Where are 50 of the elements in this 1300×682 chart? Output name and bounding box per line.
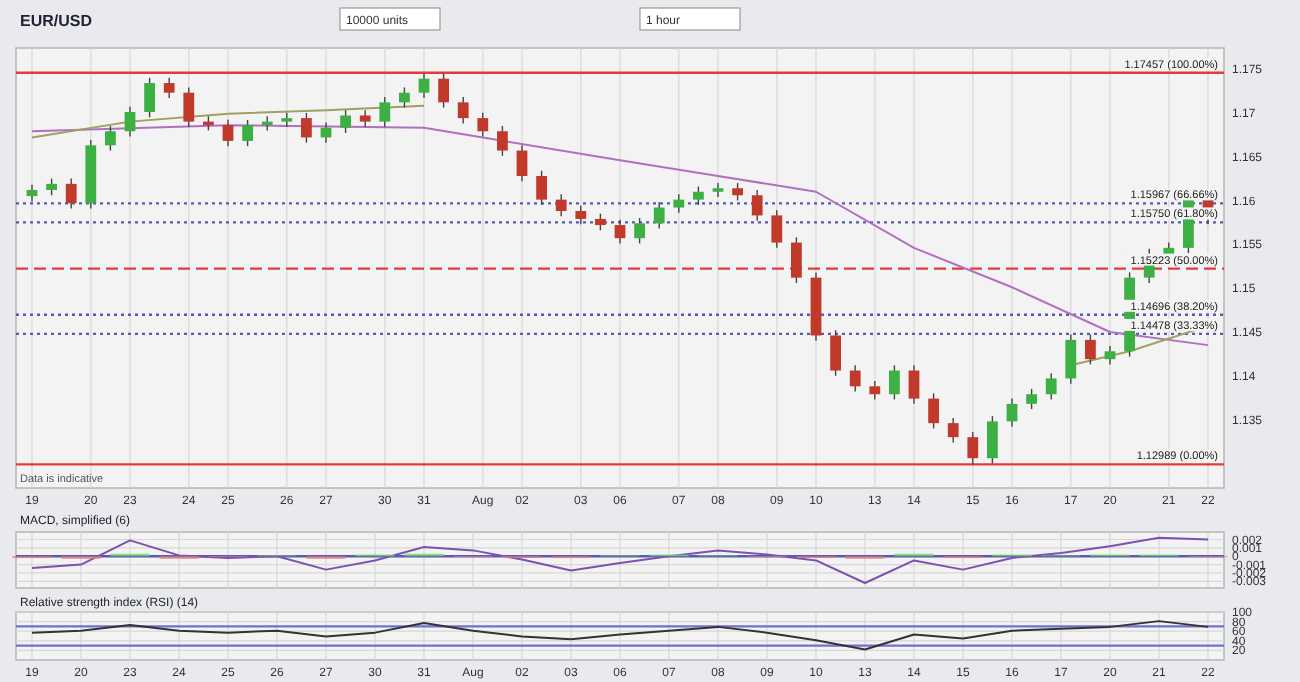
candlestick <box>693 185 704 206</box>
candlestick <box>301 112 312 144</box>
candlestick <box>947 417 959 444</box>
candlestick <box>497 125 508 157</box>
candlestick <box>1104 345 1116 366</box>
candlestick <box>869 380 881 401</box>
candlestick <box>1045 372 1057 401</box>
candlestick <box>438 72 449 109</box>
candlestick <box>889 364 900 401</box>
candlestick <box>614 219 626 245</box>
candlestick <box>712 182 724 198</box>
candlestick <box>516 144 528 182</box>
candlestick <box>987 415 998 465</box>
candlestick <box>791 236 802 284</box>
chart-title: EUR/USD <box>20 12 93 30</box>
candlestick <box>457 96 469 125</box>
candlestick <box>477 112 489 138</box>
candlestick <box>399 86 410 109</box>
candlestick <box>555 193 567 217</box>
candlestick <box>222 119 234 147</box>
candlestick <box>183 86 195 128</box>
candlestick <box>771 209 783 249</box>
line-series <box>31 104 425 139</box>
candlestick <box>144 77 155 118</box>
candlestick <box>163 77 175 99</box>
candlestick <box>673 193 685 214</box>
candlestick <box>928 392 939 430</box>
candlestick <box>967 431 979 466</box>
candlestick <box>830 329 841 377</box>
candlestick <box>653 201 665 230</box>
candlestick <box>340 109 351 134</box>
line-series <box>31 536 1209 584</box>
candlestick <box>242 119 253 147</box>
candlestick <box>1006 397 1018 428</box>
candlestick <box>751 189 763 222</box>
candlestick <box>849 364 861 393</box>
candlestick <box>634 217 645 245</box>
candlestick <box>65 177 77 210</box>
candlestick <box>379 96 391 128</box>
candlestick <box>418 72 430 99</box>
candlestick <box>1085 333 1096 366</box>
candlestick <box>281 112 293 128</box>
candlestick <box>1026 388 1037 410</box>
candlestick <box>536 170 547 206</box>
line-series <box>31 620 1209 651</box>
candlestick <box>105 125 116 152</box>
candlestick <box>124 106 136 138</box>
candlestick <box>1065 333 1077 385</box>
candlestick <box>908 364 920 405</box>
candlestick <box>575 205 587 225</box>
